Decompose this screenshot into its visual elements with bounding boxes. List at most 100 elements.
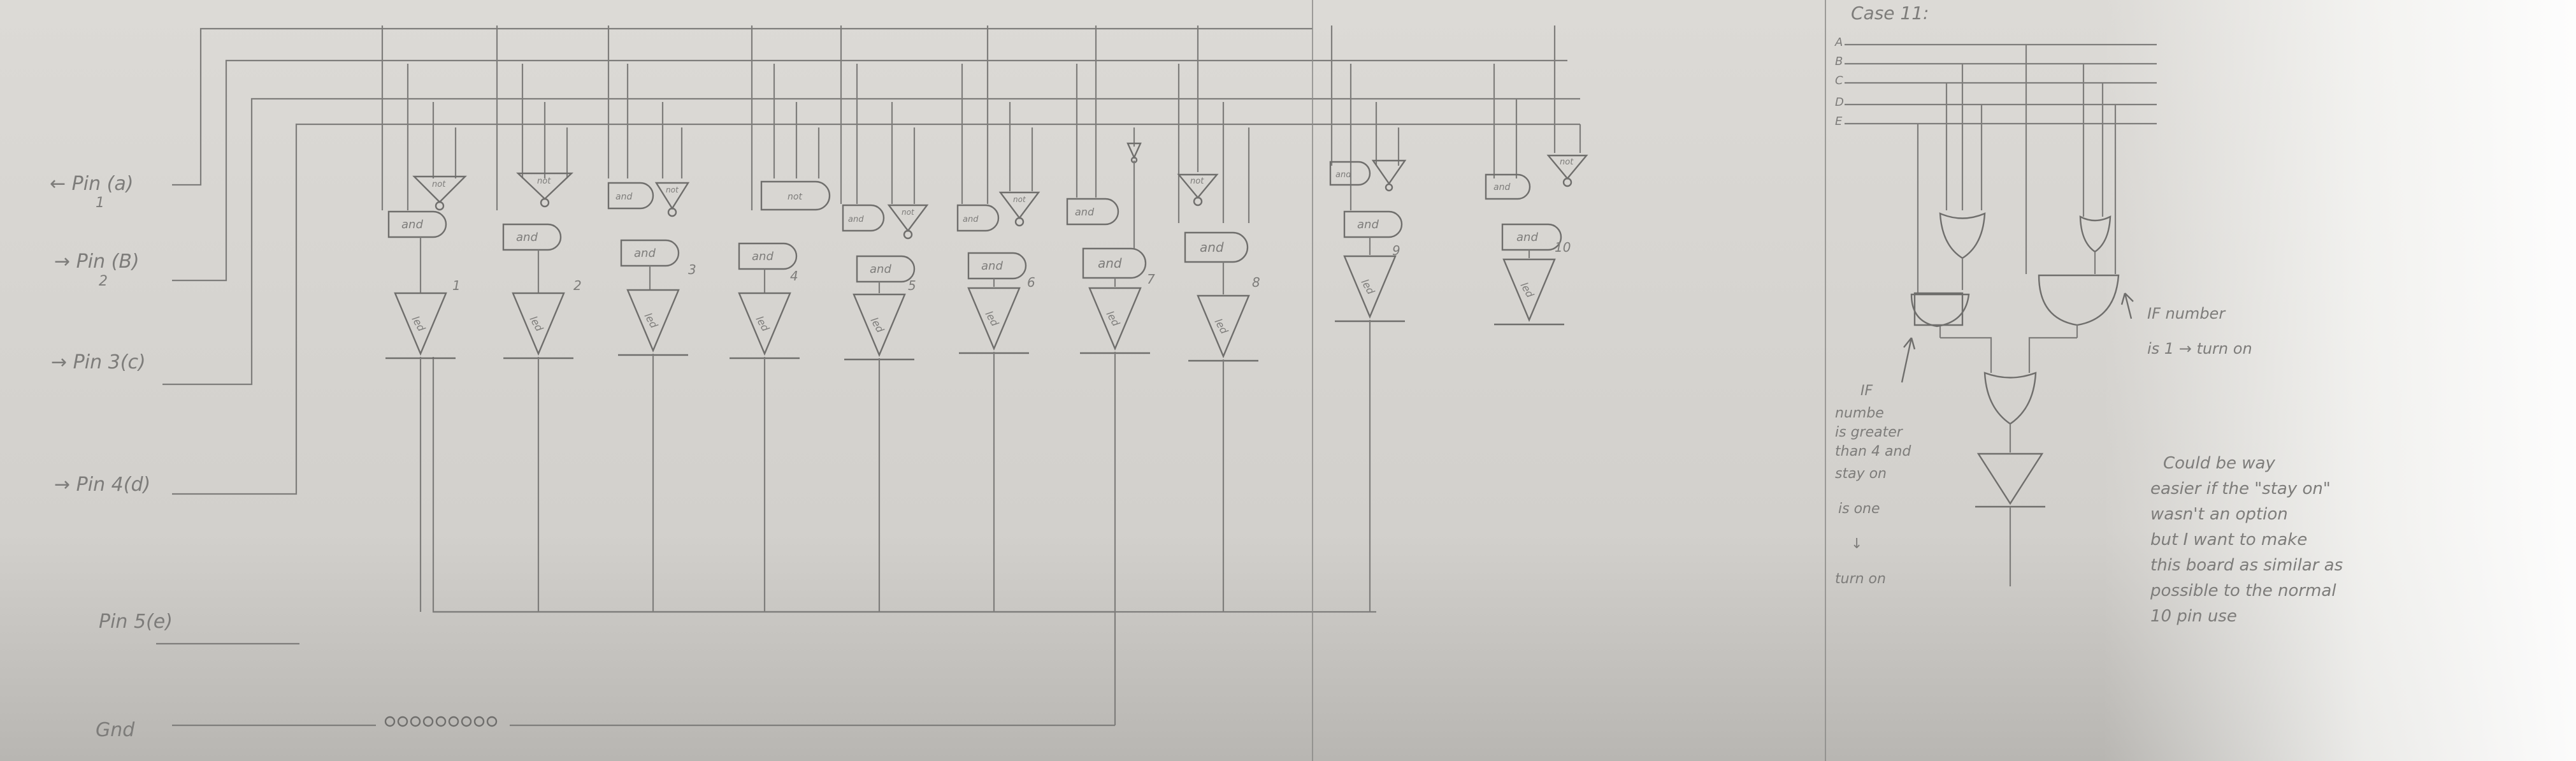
svg-text:and: and bbox=[1516, 231, 1538, 244]
svg-text:↓: ↓ bbox=[1851, 536, 1862, 552]
bus-a bbox=[172, 27, 1313, 186]
svg-text:is 1 → turn on: is 1 → turn on bbox=[2147, 340, 2252, 358]
resistor-symbol bbox=[384, 716, 498, 727]
arrow-left-note bbox=[1901, 337, 1916, 383]
case-11-panel: Case 11: A B C D E bbox=[1834, 3, 2343, 626]
svg-text:1: 1 bbox=[452, 278, 461, 293]
bus-label-a: A bbox=[1834, 36, 1843, 49]
pin-d-label: → Pin 4(d) bbox=[54, 474, 150, 496]
bus-label-e: E bbox=[1835, 115, 1843, 128]
svg-text:not: not bbox=[1560, 157, 1574, 167]
and-gate-2 bbox=[2038, 274, 2120, 326]
svg-text:but I want to make: but I want to make bbox=[2150, 530, 2307, 549]
svg-text:and: and bbox=[1075, 206, 1095, 218]
input-labels: ← Pin (a) 1 → Pin (B) 2 → Pin 3(c) → Pin… bbox=[50, 173, 173, 741]
output-led bbox=[1976, 453, 2044, 505]
note-greater: IF numbe is greater than 4 and stay on i… bbox=[1835, 383, 1911, 587]
column-1: not and led 1 bbox=[381, 25, 467, 612]
svg-text:and: and bbox=[634, 247, 656, 260]
svg-text:2: 2 bbox=[573, 278, 582, 293]
svg-text:led: led bbox=[868, 315, 887, 335]
column-2: not and led 2 bbox=[496, 25, 582, 612]
svg-text:and: and bbox=[1335, 170, 1351, 180]
svg-text:and: and bbox=[848, 215, 864, 224]
pin-b-label: → Pin (B) bbox=[54, 250, 140, 273]
bus-label-d: D bbox=[1835, 96, 1844, 109]
column-10: and not and led 10 bbox=[1485, 25, 1588, 326]
svg-text:7: 7 bbox=[1147, 272, 1155, 287]
svg-text:is greater: is greater bbox=[1835, 424, 1904, 440]
svg-text:led: led bbox=[1104, 309, 1123, 329]
svg-text:stay on: stay on bbox=[1835, 466, 1887, 482]
svg-text:led: led bbox=[410, 314, 428, 334]
svg-text:led: led bbox=[1212, 317, 1231, 337]
svg-text:and: and bbox=[981, 259, 1003, 273]
svg-text:not: not bbox=[666, 185, 679, 194]
svg-text:not: not bbox=[1013, 195, 1026, 204]
gnd-label: Gnd bbox=[96, 719, 135, 741]
svg-text:and: and bbox=[516, 231, 538, 244]
bus-label-c: C bbox=[1835, 74, 1843, 87]
and-gate-1 bbox=[1910, 293, 1970, 328]
pin-c-label: → Pin 3(c) bbox=[51, 351, 146, 373]
svg-text:8: 8 bbox=[1252, 275, 1260, 290]
bus-b bbox=[172, 59, 1567, 282]
column-5: and not and led 5 bbox=[840, 25, 929, 612]
svg-text:led: led bbox=[528, 314, 546, 334]
svg-text:and: and bbox=[1200, 240, 1224, 255]
note-number-one: IF number is 1 → turn on bbox=[2147, 305, 2252, 358]
or-gate-2 bbox=[2079, 215, 2112, 253]
svg-text:Could be way: Could be way bbox=[2163, 454, 2275, 473]
svg-text:than 4 and: than 4 and bbox=[1835, 444, 1911, 460]
svg-text:10: 10 bbox=[1555, 240, 1571, 255]
svg-text:led: led bbox=[642, 311, 661, 331]
svg-text:IF: IF bbox=[1860, 383, 1873, 399]
pin-e-label: Pin 5(e) bbox=[99, 611, 173, 633]
svg-text:led: led bbox=[1518, 280, 1537, 300]
gate-columns: not and led 1 not and led 2 and bbox=[381, 25, 1588, 612]
svg-text:easier if the "stay on": easier if the "stay on" bbox=[2150, 479, 2331, 498]
column-7: and and led 7 bbox=[1066, 25, 1155, 612]
svg-text:and: and bbox=[1357, 218, 1379, 231]
svg-text:not: not bbox=[902, 208, 915, 217]
pin-a-sub: 1 bbox=[96, 195, 104, 211]
svg-text:IF number: IF number bbox=[2147, 305, 2226, 323]
svg-text:9: 9 bbox=[1392, 243, 1400, 258]
svg-text:4: 4 bbox=[790, 268, 798, 284]
svg-text:6: 6 bbox=[1027, 275, 1035, 290]
or-gate-1 bbox=[1939, 212, 1986, 259]
svg-text:not: not bbox=[537, 177, 551, 186]
svg-text:10 pin use: 10 pin use bbox=[2150, 607, 2237, 626]
svg-text:led: led bbox=[1359, 277, 1378, 297]
column-6: and not and led 6 bbox=[956, 25, 1040, 612]
gnd-return bbox=[432, 357, 1116, 725]
case-title: Case 11: bbox=[1851, 3, 1929, 24]
svg-text:not: not bbox=[788, 192, 802, 202]
pin-b-sub: 2 bbox=[99, 273, 108, 289]
pin-a-label: ← Pin (a) bbox=[50, 173, 133, 195]
svg-text:led: led bbox=[754, 314, 772, 334]
svg-text:5: 5 bbox=[908, 278, 916, 293]
final-or-gate bbox=[1983, 372, 2037, 425]
paper-light bbox=[2103, 0, 2576, 761]
svg-text:3: 3 bbox=[688, 262, 696, 277]
svg-text:and: and bbox=[870, 263, 891, 276]
bus-c bbox=[162, 98, 1580, 386]
column-3: and not and led 3 bbox=[607, 25, 696, 612]
svg-text:not: not bbox=[432, 180, 446, 189]
bus-label-b: B bbox=[1835, 55, 1843, 68]
svg-text:this board as similar as: this board as similar as bbox=[2150, 556, 2343, 575]
column-4: not and led 4 bbox=[728, 25, 831, 612]
svg-text:and: and bbox=[401, 218, 423, 231]
svg-text:and: and bbox=[615, 192, 632, 202]
svg-text:led: led bbox=[983, 309, 1002, 329]
svg-text:possible to the normal: possible to the normal bbox=[2150, 581, 2336, 600]
bus-d bbox=[172, 123, 1580, 495]
svg-text:turn on: turn on bbox=[1835, 571, 1886, 587]
svg-text:is one: is one bbox=[1838, 501, 1880, 517]
svg-text:and: and bbox=[963, 215, 979, 224]
arrow-right-note bbox=[2120, 293, 2134, 319]
svg-text:and: and bbox=[1098, 256, 1122, 271]
svg-text:not: not bbox=[1190, 177, 1204, 186]
